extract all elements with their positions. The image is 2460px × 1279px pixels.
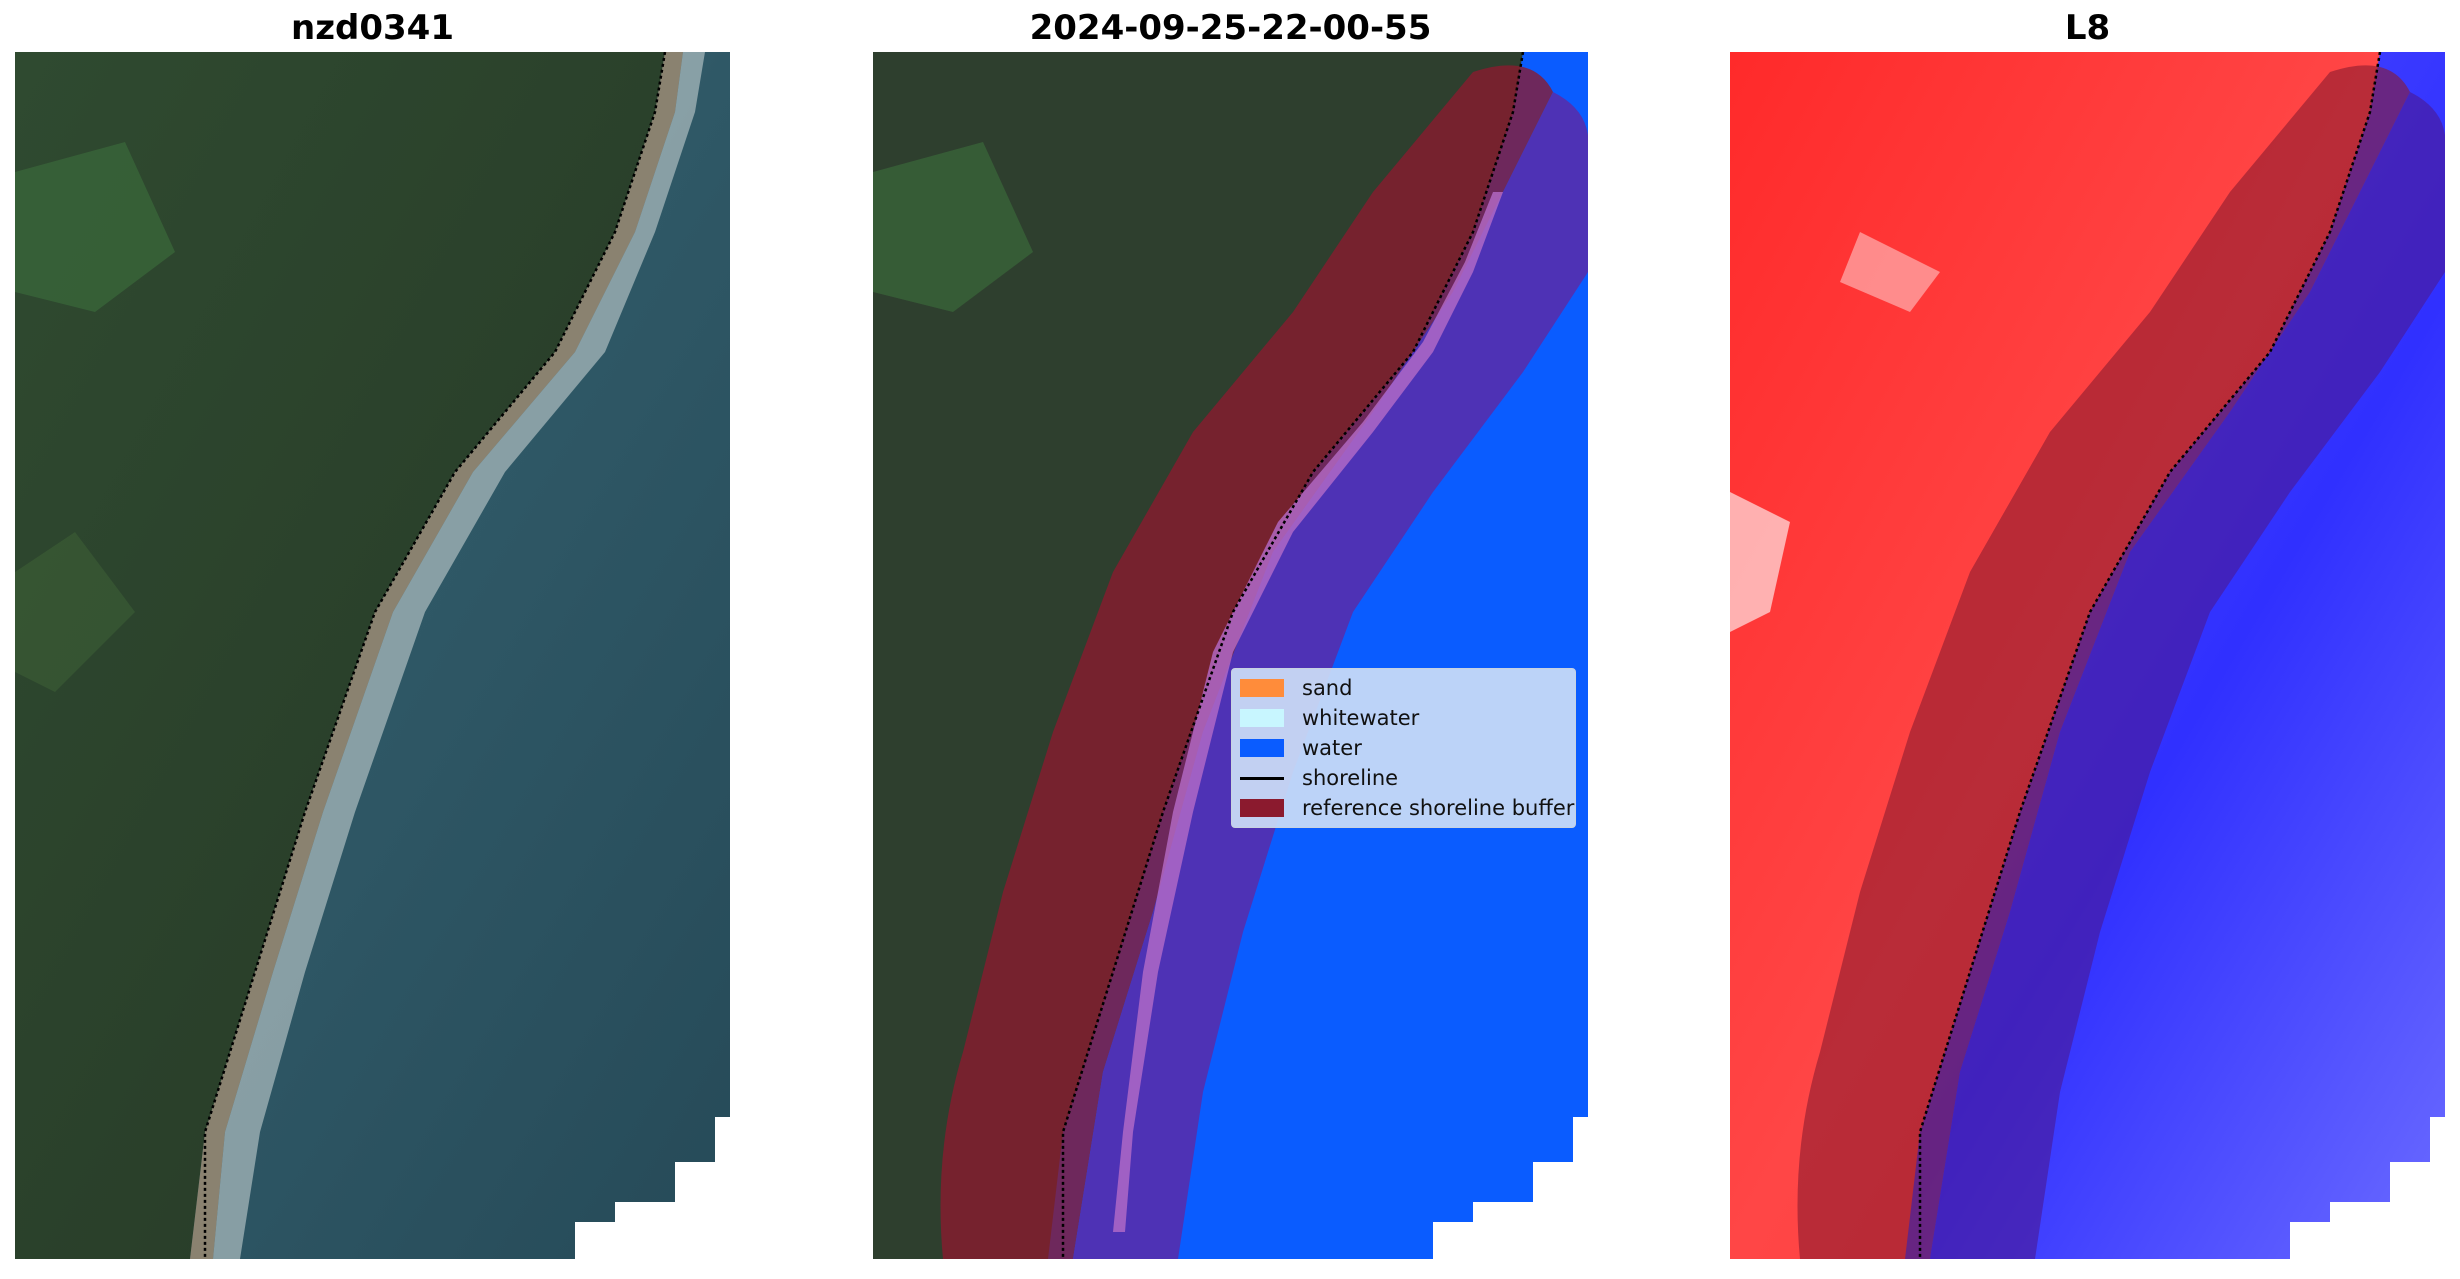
legend-label: sand (1302, 676, 1353, 700)
buffer-land-side (1797, 65, 2410, 1259)
shoreline (1061, 52, 1525, 1259)
green-fields (15, 532, 135, 692)
bright-land-patch (1730, 492, 1790, 632)
nodata-area (575, 1117, 730, 1259)
legend-item-shoreline: shoreline (1240, 764, 1398, 792)
surf-zone (213, 52, 705, 1259)
panel-title-rgb: nzd0341 (291, 8, 454, 48)
beach-strip (190, 52, 683, 1259)
water-swatch (1240, 739, 1284, 757)
shoreline-line (1240, 776, 1284, 780)
legend-item-buffer: reference shoreline buffer (1240, 794, 1574, 822)
green-fields (15, 142, 175, 312)
whitewater-swatch (1240, 709, 1284, 727)
land-area (15, 52, 665, 1259)
nodata-area (2290, 1117, 2445, 1259)
legend-label: water (1302, 736, 1362, 760)
legend-label: whitewater (1302, 706, 1420, 730)
legend-label: shoreline (1302, 766, 1399, 790)
sand-swatch (1240, 679, 1284, 697)
panel-title-index: L8 (2064, 8, 2111, 48)
buffer-water-side (1073, 92, 1588, 1259)
buffer-land-side (940, 65, 1553, 1259)
shoreline (203, 52, 667, 1259)
panel-title-classification: 2024-09-25-22-00-55 (1029, 8, 1432, 48)
buffer-water-side (1930, 92, 2445, 1259)
legend-item-sand: sand (1240, 674, 1352, 702)
bright-land-patch (1840, 232, 1940, 312)
green-fields (873, 142, 1033, 312)
shoreline (1918, 52, 2382, 1259)
legend-item-water: water (1240, 734, 1362, 762)
rgb-image-panel (15, 52, 730, 1259)
index-panel (1730, 52, 2445, 1259)
nodata-area (1433, 1117, 1588, 1259)
buffer-swatch (1240, 799, 1284, 817)
legend: sand whitewater water shoreline referenc… (1231, 668, 1576, 828)
classification-panel (873, 52, 1588, 1259)
legend-label: reference shoreline buffer (1302, 796, 1575, 820)
legend-item-whitewater: whitewater (1240, 704, 1419, 732)
